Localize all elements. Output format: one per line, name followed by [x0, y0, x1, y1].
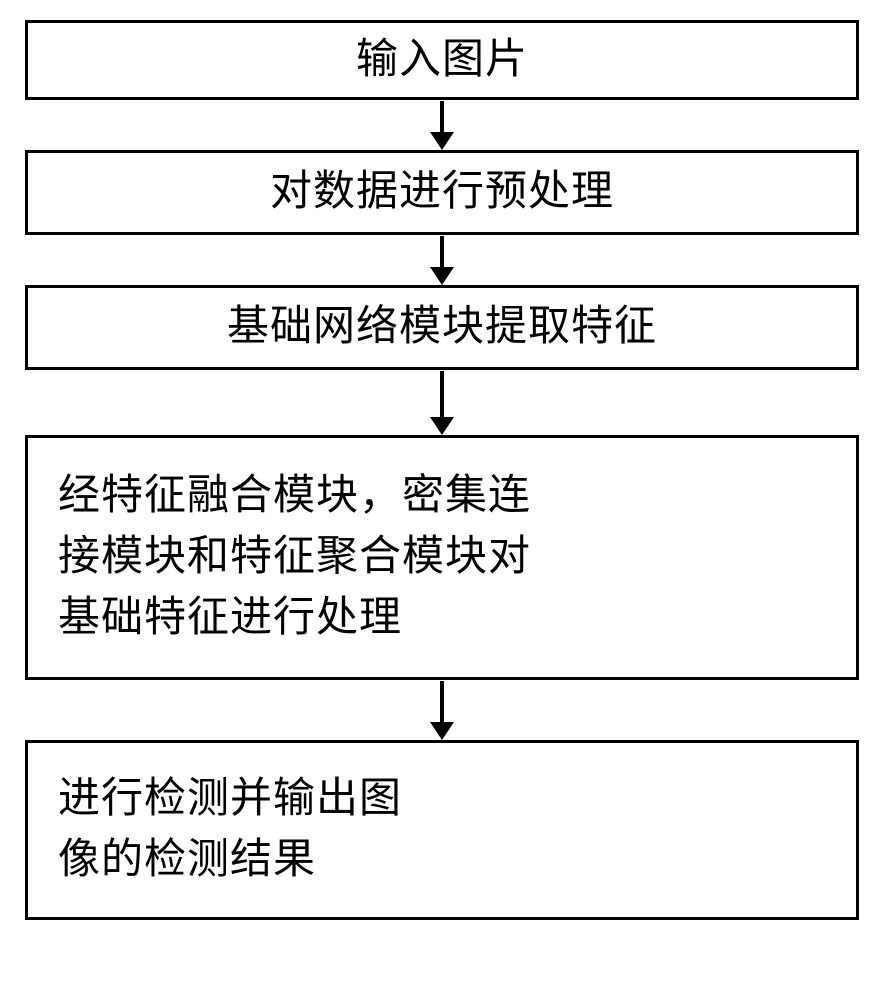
node-text: 对数据进行预处理 [270, 162, 614, 223]
flowchart-container: 输入图片 对数据进行预处理 基础网络模块提取特征 经特征融合模块，密集连 接模块… [25, 20, 859, 920]
arrow-icon [430, 235, 454, 285]
node-text: 基础网络模块提取特征 [227, 297, 657, 358]
node-text-line: 像的检测结果 [58, 830, 316, 891]
node-text-line: 经特征融合模块，密集连 [58, 466, 531, 527]
node-text: 输入图片 [356, 30, 528, 91]
node-text-line: 基础特征进行处理 [58, 588, 402, 649]
node-text-line: 接模块和特征聚合模块对 [58, 527, 531, 588]
arrow-icon [430, 370, 454, 435]
flowchart-node-step4: 经特征融合模块，密集连 接模块和特征聚合模块对 基础特征进行处理 [25, 435, 859, 680]
node-text-line: 进行检测并输出图 [58, 769, 402, 830]
arrow-icon [430, 100, 454, 150]
flowchart-node-step3: 基础网络模块提取特征 [25, 285, 859, 370]
flowchart-node-step5: 进行检测并输出图 像的检测结果 [25, 740, 859, 920]
flowchart-node-step1: 输入图片 [25, 20, 859, 100]
flowchart-node-step2: 对数据进行预处理 [25, 150, 859, 235]
arrow-icon [430, 680, 454, 740]
